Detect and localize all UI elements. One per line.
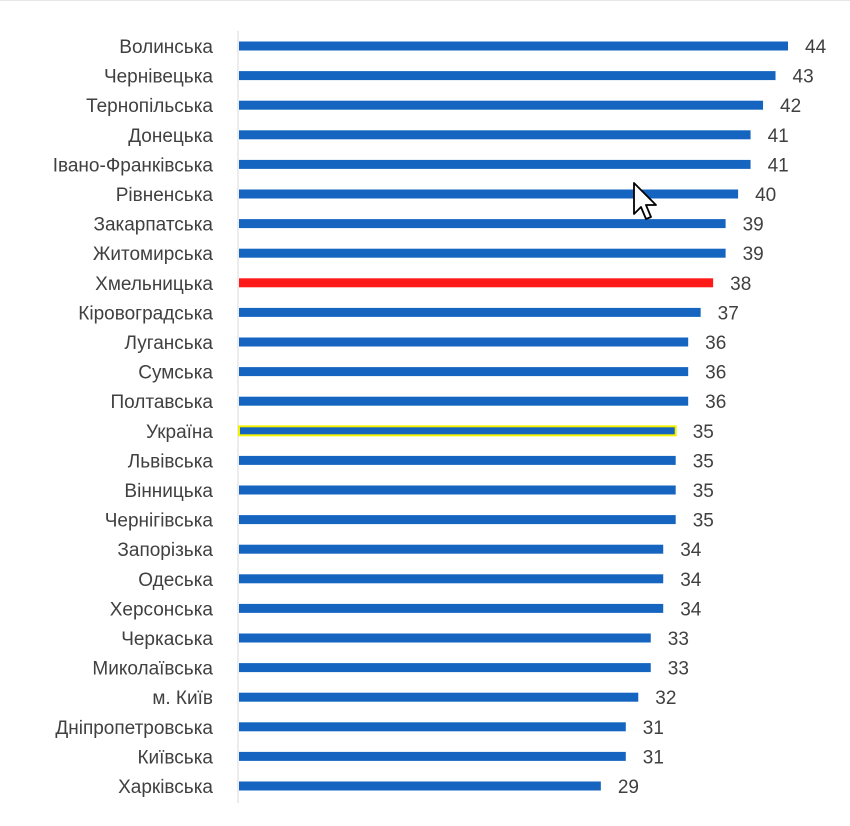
- category-label: Донецька: [128, 126, 213, 147]
- value-label: 40: [755, 185, 776, 206]
- category-label: Луганська: [125, 333, 214, 354]
- category-label: Рівненська: [116, 185, 214, 206]
- category-label: Тернопільська: [86, 96, 213, 117]
- bar-5: [239, 189, 739, 199]
- category-label: Кіровоградська: [78, 303, 213, 324]
- value-label: 41: [768, 126, 789, 147]
- category-label: Дніпропетровська: [55, 718, 213, 739]
- bar-19: [239, 603, 664, 613]
- bar-6: [239, 219, 726, 229]
- category-label: Одеська: [138, 570, 213, 591]
- bar-3: [239, 130, 751, 140]
- category-label: Житомирська: [93, 244, 214, 265]
- value-label: 39: [743, 215, 764, 236]
- value-label: 41: [768, 155, 789, 176]
- bar-24: [239, 751, 626, 761]
- category-label: Чернігівська: [105, 511, 214, 532]
- bar-16: [239, 515, 676, 525]
- value-label: 34: [680, 570, 702, 591]
- bar-10: [239, 337, 689, 347]
- value-label: 36: [705, 333, 726, 354]
- category-label: Україна: [146, 422, 213, 443]
- value-label: 36: [705, 363, 726, 384]
- value-label: 33: [668, 659, 689, 680]
- bar-2: [239, 100, 764, 110]
- bar-20: [239, 633, 651, 643]
- category-label: Сумська: [138, 363, 213, 384]
- bar-11: [239, 367, 689, 377]
- bar-14: [239, 455, 676, 465]
- category-label: Хмельницька: [95, 274, 213, 295]
- bar-17: [239, 544, 664, 554]
- value-label: 35: [693, 422, 714, 443]
- category-label: Харківська: [118, 777, 213, 798]
- value-label: 42: [780, 96, 801, 117]
- value-label: 32: [655, 688, 676, 709]
- bar-22: [239, 692, 639, 702]
- value-label: 35: [693, 511, 714, 532]
- value-label: 38: [730, 274, 751, 295]
- bar-4: [239, 159, 751, 169]
- category-label: Черкаська: [121, 629, 213, 650]
- bar-21: [239, 663, 651, 673]
- value-label: 29: [618, 777, 639, 798]
- bar-1: [239, 71, 776, 81]
- value-label: 35: [693, 481, 714, 502]
- bar-7: [239, 248, 726, 258]
- value-label: 43: [793, 67, 814, 88]
- bar-0: [239, 41, 788, 51]
- value-label: 34: [680, 599, 702, 620]
- bar-15: [239, 485, 676, 495]
- bar-9: [239, 307, 701, 317]
- category-label: Волинська: [119, 37, 213, 58]
- category-label: Львівська: [128, 451, 214, 472]
- value-label: 31: [643, 747, 664, 768]
- bar-13: [238, 425, 677, 437]
- category-label: Вінницька: [124, 481, 213, 502]
- value-label: 31: [643, 718, 664, 739]
- category-label: Івано-Франківська: [53, 155, 214, 176]
- value-label: 44: [805, 37, 827, 58]
- category-label: Херсонська: [110, 599, 214, 620]
- category-label: Чернівецька: [104, 67, 213, 88]
- bar-12: [239, 396, 689, 406]
- category-label: Полтавська: [110, 392, 213, 413]
- bar-25: [239, 781, 601, 791]
- value-label: 34: [680, 540, 702, 561]
- value-label: 37: [718, 303, 739, 324]
- bar-8: [239, 278, 714, 288]
- value-label: 35: [693, 451, 714, 472]
- bar-23: [239, 722, 626, 732]
- category-label: Закарпатська: [93, 215, 213, 236]
- category-label: Київська: [137, 747, 213, 768]
- bar-18: [239, 574, 664, 584]
- value-label: 33: [668, 629, 689, 650]
- category-label: Миколаївська: [92, 659, 213, 680]
- value-label: 39: [743, 244, 764, 265]
- arrow-cursor-icon: [633, 182, 657, 220]
- category-label: Запорізька: [117, 540, 213, 561]
- value-label: 36: [705, 392, 726, 413]
- category-label: м. Київ: [152, 688, 213, 709]
